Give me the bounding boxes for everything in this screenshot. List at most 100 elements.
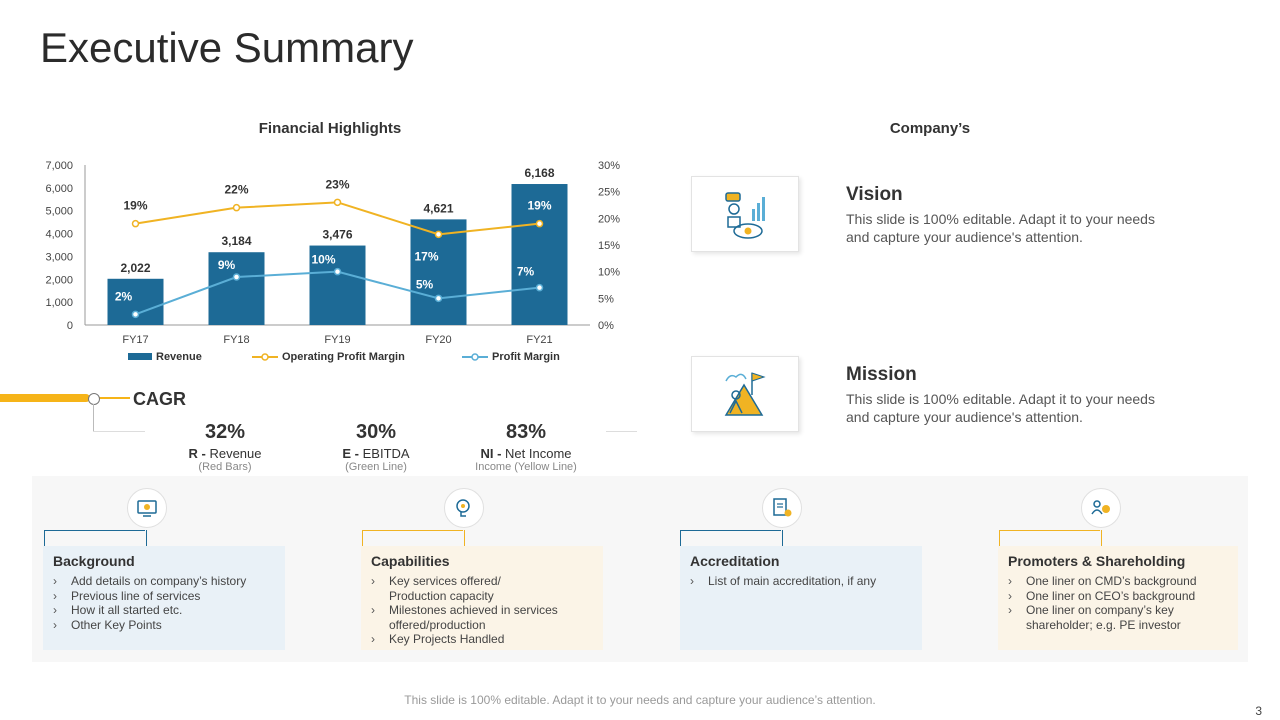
cagr-name: NI - Net Income [480, 446, 572, 461]
shareholding-connector [999, 530, 1102, 546]
company-section-title: Company’s [889, 120, 971, 137]
page-number: 3 [1255, 704, 1262, 718]
operating-margin-point [232, 203, 241, 212]
y-left-tick-label: 3,000 [45, 251, 73, 263]
vision-title: Vision [846, 184, 903, 205]
y-right-tick-label: 30% [598, 160, 620, 172]
list-item: How it all started etc. [53, 603, 246, 618]
capabilities-connector [362, 530, 465, 546]
revenue-data-label: 3,476 [322, 228, 352, 242]
operating-margin-label: 17% [414, 249, 438, 263]
operating-margin-label: 19% [527, 199, 551, 213]
profit-margin-point [131, 310, 140, 319]
y-left-tick-label: 0 [67, 320, 73, 332]
list-item: Key services offered/ Production capacit… [371, 574, 509, 603]
y-right-tick-label: 10% [598, 267, 620, 279]
cagr-pct: 32% [204, 421, 246, 443]
cagr-pct: 83% [505, 421, 547, 443]
accreditation-connector-h [680, 530, 781, 531]
footer-note: This slide is 100% editable. Adapt it to… [404, 693, 876, 707]
profit-margin-point [333, 267, 342, 276]
y-right-tick-label: 0% [598, 320, 614, 332]
y-right-tick-label: 20% [598, 213, 620, 225]
list-item: One liner on company’s key shareholder; … [1008, 603, 1186, 632]
mission-text: This slide is 100% editable. Adapt it to… [846, 391, 1155, 425]
revenue-data-label: 2,022 [120, 261, 150, 275]
shareholding-card-title: Promoters & Shareholding [1008, 553, 1186, 569]
y-left-tick-label: 4,000 [45, 229, 73, 241]
list-item: Milestones achieved in services offered/… [371, 603, 559, 632]
operating-margin-label: 19% [123, 199, 147, 213]
background-card: Background Add details on company’s hist… [43, 546, 285, 650]
y-left-tick-label: 6,000 [45, 183, 73, 195]
accreditation-card-title: Accreditation [690, 553, 780, 569]
page-title: Executive Summary [40, 24, 414, 71]
profit-margin-label: 7% [517, 265, 535, 279]
cagr-sub: (Green Line) [345, 461, 407, 473]
cagr-item-net-income: 83% NI - Net Income Income (Yellow Line) [446, 421, 606, 473]
revenue-bar [208, 252, 265, 325]
brain-gear-icon [456, 499, 470, 517]
profit-margin-label: 5% [416, 277, 434, 291]
accreditation-connector [680, 530, 783, 546]
x-tick-label: FY18 [223, 334, 249, 346]
accreditation-icon-circle [762, 488, 802, 528]
cagr-pct: 30% [355, 421, 397, 443]
monitor-icon [137, 500, 157, 517]
capabilities-card-title: Capabilities [371, 553, 450, 569]
y-right-tick-label: 5% [598, 293, 614, 305]
mission-icon-box [691, 356, 799, 432]
cagr-accent-bar [0, 394, 130, 402]
operating-margin-point [333, 198, 342, 207]
accreditation-card-list: List of main accreditation, if any [690, 574, 876, 589]
vision-icon-box [691, 176, 799, 252]
legend-operating-marker [261, 353, 269, 361]
list-item: Previous line of services [53, 589, 246, 604]
cagr-sub: (Red Bars) [198, 461, 252, 473]
cagr-item-revenue: 32% R - Revenue (Red Bars) [145, 421, 305, 473]
operating-margin-label: 23% [325, 177, 349, 191]
cagr-sub: Income (Yellow Line) [475, 461, 577, 473]
chart-title: Financial Highlights [258, 120, 402, 137]
capabilities-connector-h [362, 530, 463, 531]
cagr-connector-vertical [93, 404, 94, 432]
capabilities-card-list: Key services offered/ Production capacit… [371, 574, 581, 647]
legend-revenue-swatch [128, 353, 152, 360]
y-left-tick-label: 7,000 [45, 160, 73, 172]
operating-margin-point [434, 230, 443, 239]
shareholding-icon-circle [1081, 488, 1121, 528]
profit-margin-label: 10% [311, 253, 335, 267]
revenue-bar [511, 184, 568, 325]
people-icon [1091, 500, 1110, 515]
profit-margin-point [434, 294, 443, 303]
x-tick-label: FY17 [122, 334, 148, 346]
cagr-item-ebitda: 30% E - EBITDA (Green Line) [296, 421, 456, 473]
revenue-data-label: 6,168 [524, 166, 554, 180]
y-left-tick-label: 1,000 [45, 297, 73, 309]
background-connector-h [44, 530, 145, 531]
financial-highlights-chart: 0 1,000 2,000 3,000 4,000 5,000 6,000 7,000 0% 5%… [45, 160, 620, 363]
list-item: Other Key Points [53, 618, 246, 633]
legend-profit-label: Profit Margin [492, 351, 560, 363]
y-left-tick-label: 5,000 [45, 206, 73, 218]
mission-title: Mission [846, 364, 917, 385]
background-icon-circle [127, 488, 167, 528]
mission-icon [724, 372, 766, 416]
capabilities-icon-circle [444, 488, 484, 528]
profit-margin-point [232, 273, 241, 281]
y-right-tick-label: 25% [598, 187, 620, 199]
revenue-data-label: 3,184 [221, 234, 251, 248]
cagr-label: CAGR [133, 389, 186, 409]
legend-revenue-label: Revenue [156, 351, 202, 363]
cagr-name: R - Revenue [188, 446, 262, 461]
background-card-list: Add details on company’s history Previou… [53, 574, 246, 632]
revenue-bar [309, 245, 366, 325]
x-tick-label: FY21 [526, 334, 552, 346]
accreditation-card: Accreditation List of main accreditation… [680, 546, 922, 650]
operating-margin-point [535, 219, 544, 228]
list-item: Key Projects Handled [371, 632, 581, 647]
legend-profit-marker [471, 353, 479, 361]
background-card-title: Background [53, 553, 135, 569]
revenue-data-label: 4,621 [423, 201, 453, 215]
list-item: One liner on CEO’s background [1008, 589, 1208, 604]
